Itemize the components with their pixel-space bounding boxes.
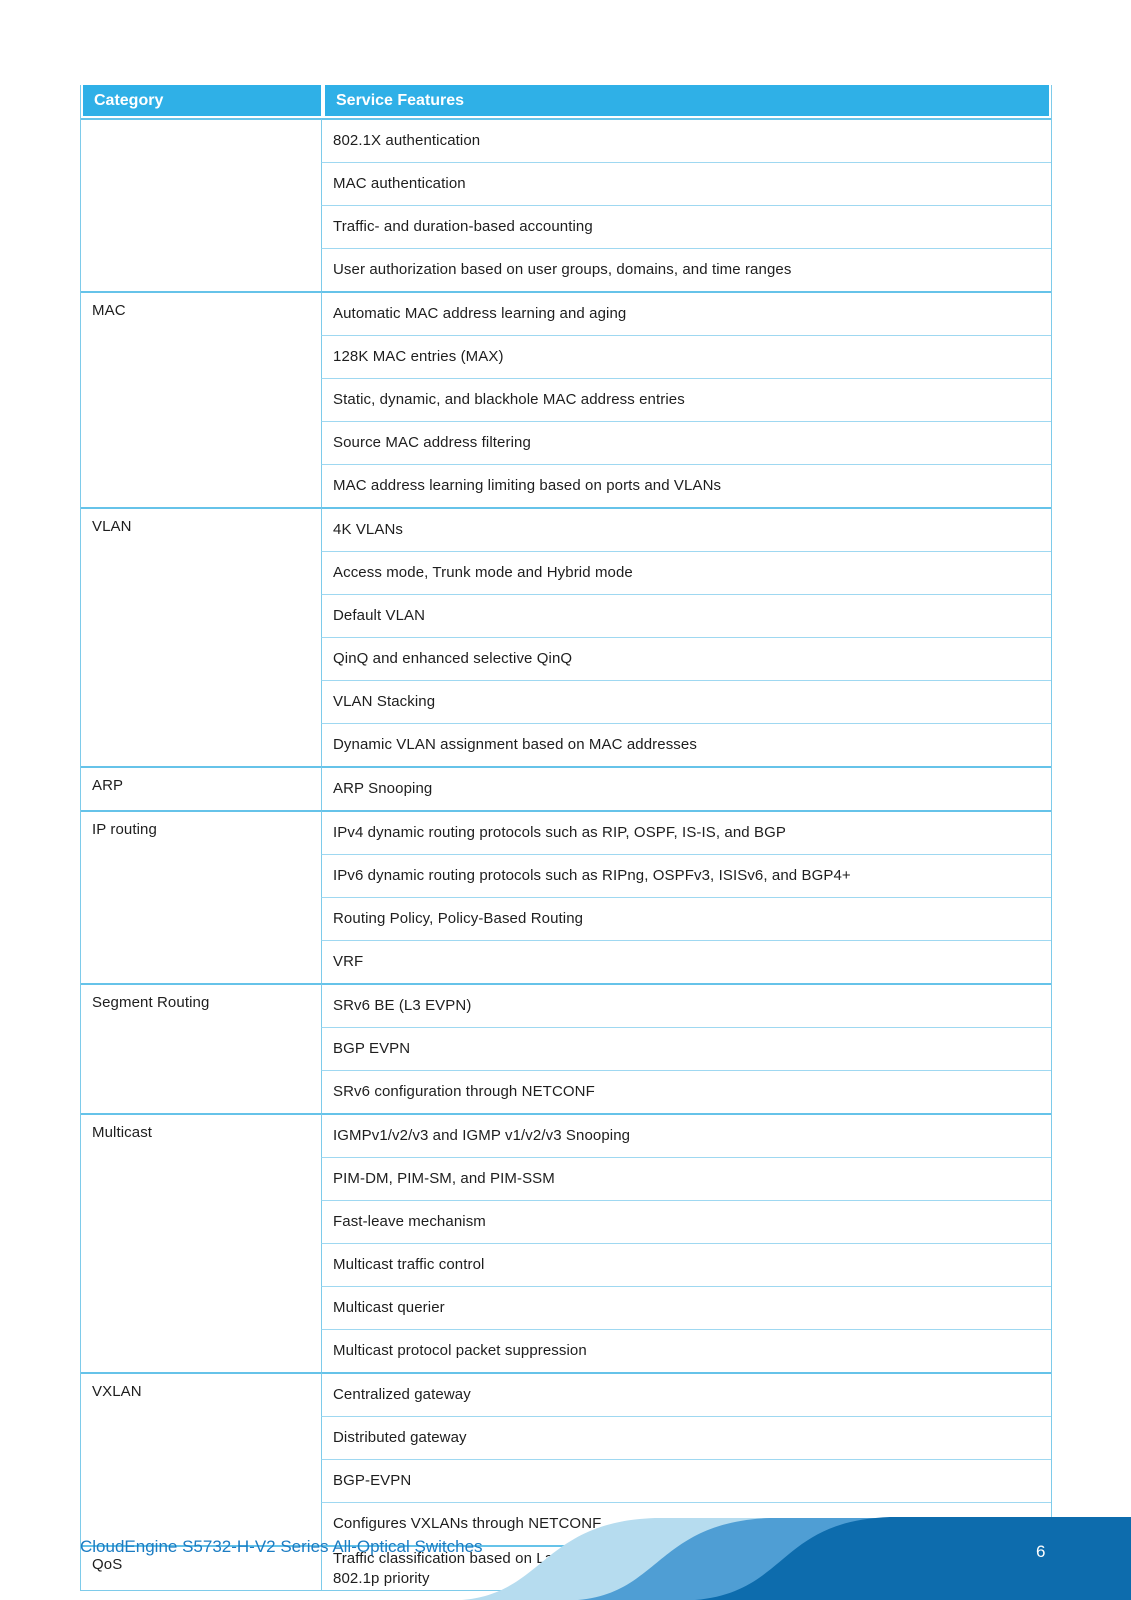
feature-cell: IGMPv1/v2/v3 and IGMP v1/v2/v3 Snooping	[321, 1113, 1051, 1157]
feature-cell: VLAN Stacking	[321, 680, 1051, 723]
feature-cell: Traffic- and duration-based accounting	[321, 205, 1051, 248]
table-row: VLAN Stacking	[81, 680, 1051, 723]
feature-cell: SRv6 BE (L3 EVPN)	[321, 983, 1051, 1027]
column-header-service-features: Service Features	[321, 85, 1051, 118]
table-row: IP routing IPv4 dynamic routing protocols…	[81, 810, 1051, 983]
feature-cell: IPv6 dynamic routing protocols such as R…	[321, 854, 1051, 897]
service-features-table: Category Service Features 802.1X authent…	[80, 85, 1052, 1591]
feature-cell: SRv6 configuration through NETCONF	[321, 1070, 1051, 1113]
feature-cell: Multicast protocol packet suppression	[321, 1329, 1051, 1372]
table-row: Multicast protocol packet suppression	[81, 1329, 1051, 1372]
feature-cell: Routing Policy, Policy-Based Routing	[321, 897, 1051, 940]
feature-cell: BGP-EVPN	[321, 1459, 1051, 1502]
table-row: Segment Routing SRv6 BE (L3 EVPN)	[81, 983, 1051, 1113]
feature-cell: User authorization based on user groups,…	[321, 248, 1051, 291]
table-row: Routing Policy, Policy-Based Routing	[81, 897, 1051, 940]
table-row: 802.1X authentication	[81, 118, 1051, 291]
table-row: Default VLAN	[81, 594, 1051, 637]
category-cell: VXLAN	[81, 1372, 321, 1545]
table-header: Category Service Features	[81, 85, 1051, 118]
table-row: Dynamic VLAN assignment based on MAC add…	[81, 723, 1051, 766]
table-body: 802.1X authentication MAC authentication T…	[81, 118, 1051, 1590]
feature-cell: Distributed gateway	[321, 1416, 1051, 1459]
table-row: VLAN 4K VLANs	[81, 507, 1051, 766]
table-row: VRF	[81, 940, 1051, 983]
feature-cell: IPv4 dynamic routing protocols such as R…	[321, 810, 1051, 854]
table-row: Multicast IGMPv1/v2/v3 and IGMP v1/v2/v3 …	[81, 1113, 1051, 1372]
table-row: 128K MAC entries (MAX)	[81, 335, 1051, 378]
page-number: 6	[1036, 1542, 1046, 1561]
feature-cell: Access mode, Trunk mode and Hybrid mode	[321, 551, 1051, 594]
table-row: Access mode, Trunk mode and Hybrid mode	[81, 551, 1051, 594]
column-header-category: Category	[81, 85, 321, 118]
feature-cell: PIM-DM, PIM-SM, and PIM-SSM	[321, 1157, 1051, 1200]
feature-cell: MAC address learning limiting based on p…	[321, 464, 1051, 507]
table-row: QinQ and enhanced selective QinQ	[81, 637, 1051, 680]
table-row: SRv6 configuration through NETCONF	[81, 1070, 1051, 1113]
table-row: Distributed gateway	[81, 1416, 1051, 1459]
feature-cell: Source MAC address filtering	[321, 421, 1051, 464]
table-row: BGP-EVPN	[81, 1459, 1051, 1502]
table-row: VXLAN Centralized gateway	[81, 1372, 1051, 1545]
feature-cell: ARP Snooping	[321, 766, 1051, 810]
table-row: MAC address learning limiting based on p…	[81, 464, 1051, 507]
table-row: PIM-DM, PIM-SM, and PIM-SSM	[81, 1157, 1051, 1200]
feature-cell: Multicast querier	[321, 1286, 1051, 1329]
feature-cell: Automatic MAC address learning and aging	[321, 291, 1051, 335]
category-cell: QoS	[81, 1545, 321, 1590]
feature-cell: Centralized gateway	[321, 1372, 1051, 1416]
feature-cell: Dynamic VLAN assignment based on MAC add…	[321, 723, 1051, 766]
table-row: Multicast traffic control	[81, 1243, 1051, 1286]
table-row: Fast-leave mechanism	[81, 1200, 1051, 1243]
table-row: Traffic- and duration-based accounting	[81, 205, 1051, 248]
category-cell: Segment Routing	[81, 983, 321, 1113]
table-row: MAC authentication	[81, 162, 1051, 205]
feature-cell: Static, dynamic, and blackhole MAC addre…	[321, 378, 1051, 421]
feature-cell: Fast-leave mechanism	[321, 1200, 1051, 1243]
feature-cell: QinQ and enhanced selective QinQ	[321, 637, 1051, 680]
feature-cell: 802.1X authentication	[321, 118, 1051, 162]
feature-cell: BGP EVPN	[321, 1027, 1051, 1070]
category-cell: IP routing	[81, 810, 321, 983]
table-row: BGP EVPN	[81, 1027, 1051, 1070]
feature-cell: Default VLAN	[321, 594, 1051, 637]
feature-cell: VRF	[321, 940, 1051, 983]
footer-title: CloudEngine S5732-H-V2 Series All-Optica…	[80, 1537, 483, 1556]
table-row: ARP ARP Snooping	[81, 766, 1051, 810]
table-row: MAC Automatic MAC address learning and ag…	[81, 291, 1051, 507]
table-row: Static, dynamic, and blackhole MAC addre…	[81, 378, 1051, 421]
category-cell: ARP	[81, 766, 321, 810]
table-row: User authorization based on user groups,…	[81, 248, 1051, 291]
category-cell: Multicast	[81, 1113, 321, 1372]
feature-cell: MAC authentication	[321, 162, 1051, 205]
category-cell: MAC	[81, 291, 321, 507]
feature-cell: 128K MAC entries (MAX)	[321, 335, 1051, 378]
category-cell	[81, 118, 321, 291]
footer-wave-graphic	[462, 1517, 1131, 1600]
table-row: IPv6 dynamic routing protocols such as R…	[81, 854, 1051, 897]
table-row: Multicast querier	[81, 1286, 1051, 1329]
feature-cell: 4K VLANs	[321, 507, 1051, 551]
table-header-row: Category Service Features	[81, 85, 1051, 118]
category-cell: VLAN	[81, 507, 321, 766]
table-row: Source MAC address filtering	[81, 421, 1051, 464]
feature-cell: Multicast traffic control	[321, 1243, 1051, 1286]
wave-dark-blue	[695, 1517, 1131, 1600]
